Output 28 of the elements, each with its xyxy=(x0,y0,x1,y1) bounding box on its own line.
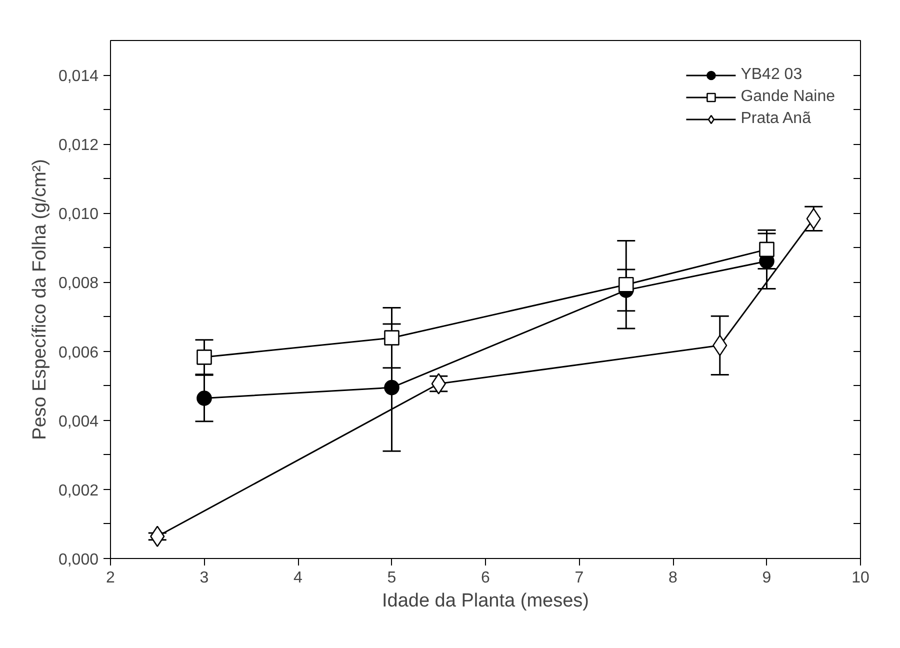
x-tick-label: 3 xyxy=(200,570,209,586)
y-tick-label: 0,008 xyxy=(58,275,99,292)
y-tick-label: 0,014 xyxy=(58,68,99,86)
y-tick-label: 0,012 xyxy=(58,137,99,154)
legend-label: Prata Anã xyxy=(740,110,811,128)
x-tick-label: 7 xyxy=(574,570,584,586)
point xyxy=(618,277,634,292)
y-tick-label: 0,010 xyxy=(58,206,99,224)
y-tick-label: 0,000 xyxy=(58,552,99,568)
x-tick-label: 5 xyxy=(387,570,396,586)
point xyxy=(196,390,212,406)
legend-label: YB42 03 xyxy=(740,66,802,84)
legend-label: Gande Naine xyxy=(740,88,835,106)
x-tick-label: 8 xyxy=(668,570,678,586)
y-axis-title: Peso Específico da Folha (g/cm²) xyxy=(29,159,50,440)
y-tick-label: 0,006 xyxy=(58,344,99,362)
y-tick-label: 0,004 xyxy=(58,413,99,430)
point xyxy=(196,350,212,365)
point xyxy=(759,242,774,258)
x-tick-label: 10 xyxy=(852,570,870,586)
y-tick-label: 0,002 xyxy=(58,482,99,500)
x-tick-label: 9 xyxy=(762,570,772,586)
x-tick-label: 6 xyxy=(481,570,490,586)
x-axis-title: Idade da Planta (meses) xyxy=(382,590,590,612)
point xyxy=(384,330,400,346)
point xyxy=(384,380,400,396)
x-tick-label: 4 xyxy=(294,570,303,586)
x-tick-label: 2 xyxy=(106,570,116,586)
